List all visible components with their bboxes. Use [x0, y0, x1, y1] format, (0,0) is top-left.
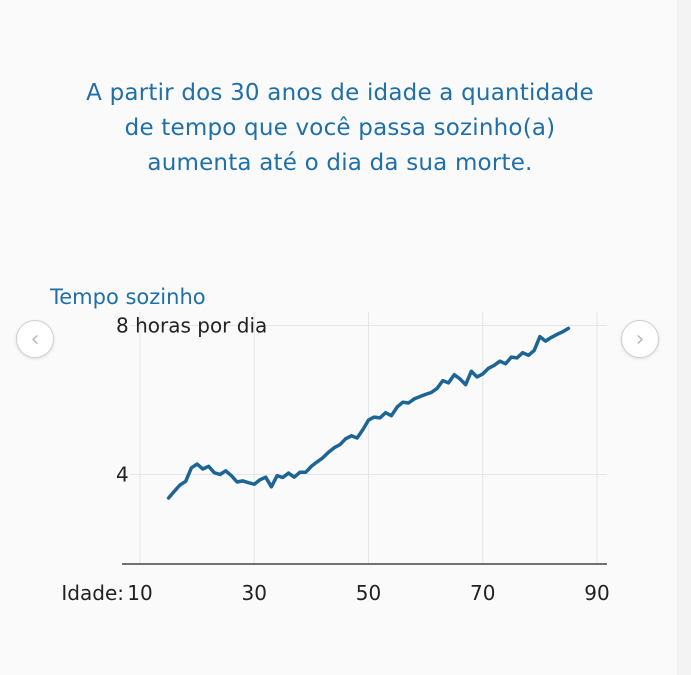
gridlines	[130, 312, 607, 564]
series-layer	[166, 326, 571, 500]
y-tick-label: 4	[116, 463, 129, 487]
next-slide-edge	[677, 0, 691, 675]
x-tick-label: 90	[584, 581, 609, 605]
tick-labels: 10 30 50 70 90 Idade: 4 8 horas por dia	[61, 313, 609, 605]
headline-line-3: aumenta até o dia da sua morte.	[147, 150, 533, 176]
headline-line-1: A partir dos 30 anos de idade a quantida…	[86, 80, 594, 106]
chart-title: Tempo sozinho	[49, 285, 206, 309]
series-line	[166, 326, 571, 500]
x-tick-label: 50	[356, 581, 381, 605]
x-axis-prefix: Idade:	[61, 581, 124, 605]
slide-card	[0, 0, 677, 675]
headline: A partir dos 30 anos de idade a quantida…	[30, 76, 650, 181]
x-tick-label: 30	[242, 581, 267, 605]
x-tick-label: 70	[470, 581, 495, 605]
chevron-right-icon[interactable]: ›	[621, 320, 659, 358]
x-tick-label: 10	[127, 581, 152, 605]
chevron-left-icon[interactable]: ‹	[16, 320, 54, 358]
y-tick-label: 8 horas por dia	[116, 313, 267, 337]
headline-line-2: de tempo que você passa sozinho(a)	[124, 115, 556, 141]
line-chart: Tempo sozinho 10 30 50 70 90 Idade: 4 8 horas p…	[49, 285, 610, 605]
